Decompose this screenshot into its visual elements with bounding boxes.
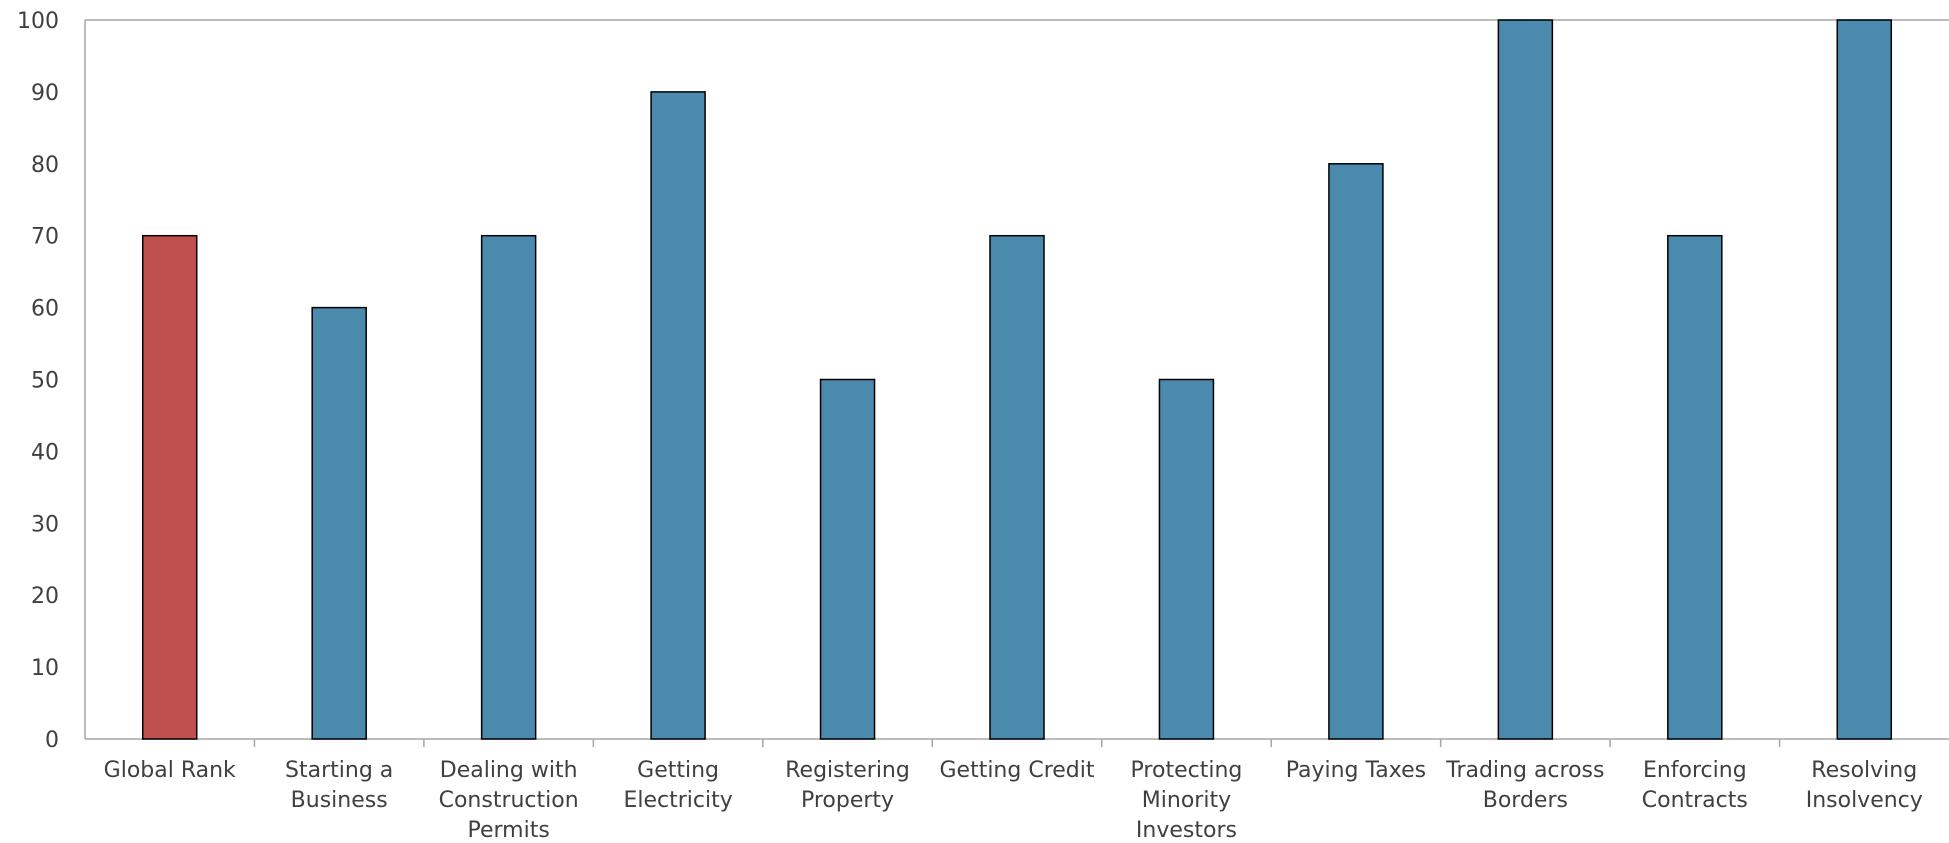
y-tick-label: 80 [31, 153, 59, 178]
x-tick-label: Enforcing Contracts [1642, 758, 1748, 813]
y-tick-label: 20 [31, 584, 59, 609]
x-tick-label: Registering Property [785, 758, 910, 813]
bar [482, 236, 536, 739]
bar [821, 380, 875, 740]
x-tick-label: Paying Taxes [1286, 758, 1426, 783]
y-tick-label: 70 [31, 225, 59, 250]
y-tick-label: 50 [31, 369, 59, 394]
bar [651, 92, 705, 739]
y-tick-label: 0 [45, 728, 59, 753]
bar [1159, 380, 1213, 740]
x-tick-label: Protecting Minority Investors [1131, 758, 1243, 843]
y-tick-label: 90 [31, 81, 59, 106]
x-tick-label: Getting Electricity [623, 758, 732, 813]
x-tick-label: Dealing with Construction Permits [439, 758, 579, 843]
x-tick-label: Resolving Insolvency [1806, 758, 1923, 813]
y-tick-label: 60 [31, 297, 59, 322]
bar [1668, 236, 1722, 739]
bar-series [143, 20, 1892, 739]
y-tick-label: 100 [17, 9, 59, 34]
bar [143, 236, 197, 739]
x-tick-label: Global Rank [104, 758, 236, 783]
bar [1837, 20, 1891, 739]
x-axis: Global Rank Starting a Business Dealing wit… [104, 758, 1923, 843]
bar [990, 236, 1044, 739]
x-tick-label: Trading across Borders [1445, 758, 1604, 813]
bar [312, 308, 366, 739]
y-axis: 0 10 20 30 40 50 60 70 80 90 100 [17, 9, 59, 753]
bar [1498, 20, 1552, 739]
x-tick-label: Starting a Business [285, 758, 393, 813]
y-tick-label: 10 [31, 656, 59, 681]
bar [1329, 164, 1383, 739]
x-tick-label: Getting Credit [939, 758, 1094, 783]
y-tick-label: 30 [31, 512, 59, 537]
y-tick-label: 40 [31, 440, 59, 465]
